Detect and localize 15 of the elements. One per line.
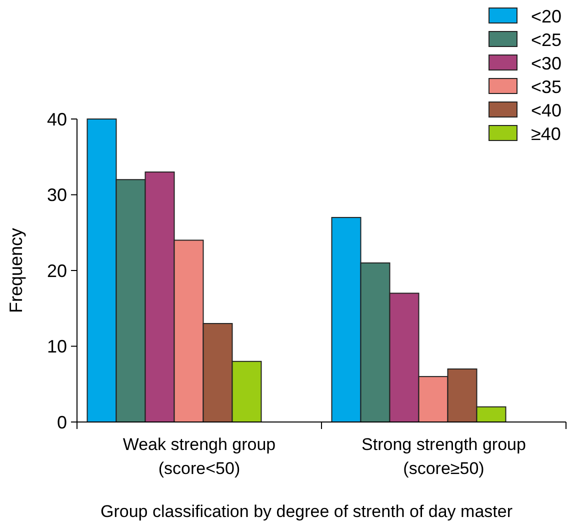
x-axis-title: Group classification by degree of strenth of day master: [100, 502, 513, 521]
legend-label: <25: [531, 30, 562, 50]
x-tick-label: Strong strength group (score≥50): [362, 435, 526, 478]
y-tick-label: 10: [46, 336, 67, 357]
x-tick-label: Weak strengh group (score<50): [122, 435, 276, 478]
legend-label: <40: [531, 100, 562, 120]
legend-label: ≥40: [531, 124, 561, 144]
y-tick-label: 0: [56, 412, 67, 432]
legend-label: <35: [531, 76, 562, 97]
y-axis-title: Frequency: [6, 228, 26, 314]
y-tick-label: 20: [46, 260, 67, 281]
y-tick-label: 30: [46, 185, 67, 206]
y-tick-label: 40: [46, 109, 67, 130]
legend-label: <20: [531, 6, 562, 26]
legend-label: <30: [531, 53, 562, 74]
